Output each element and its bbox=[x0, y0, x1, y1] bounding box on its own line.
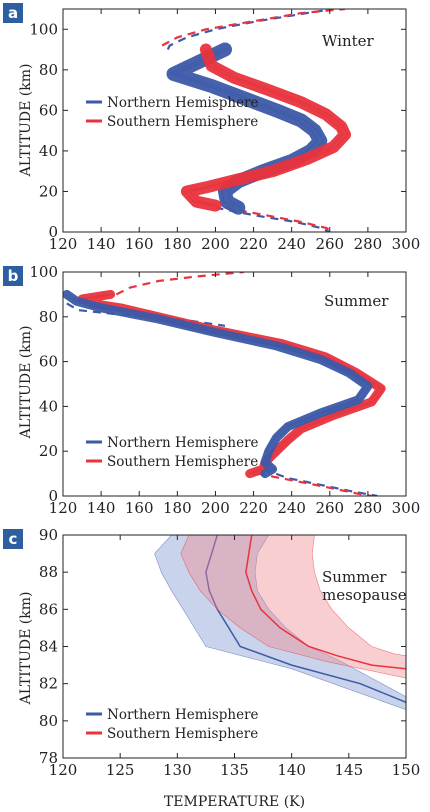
dashed-extension-south bbox=[224, 206, 335, 232]
x-axis-label: TEMPERATURE (K) bbox=[164, 794, 305, 810]
panel-c: 120 125 130 135 140 145 150 78 80 82 84 86 88 90 ALTIT… bbox=[3, 526, 420, 810]
x-tick-label: 300 bbox=[392, 499, 421, 517]
band-edge-lower-south bbox=[180, 535, 406, 679]
plot-area bbox=[161, 9, 351, 232]
y-tick-label: 40 bbox=[39, 397, 58, 415]
panel-annotation-line: Summer bbox=[322, 568, 387, 586]
profile-bundle-north bbox=[166, 42, 328, 215]
x-tick-label: 135 bbox=[220, 761, 249, 779]
x-tick-label: 260 bbox=[315, 499, 344, 517]
plot-frame bbox=[62, 271, 407, 497]
panel-letter: c bbox=[9, 530, 18, 548]
x-tick-label: 140 bbox=[87, 499, 116, 517]
y-axis-label: ALTITUDE (km) bbox=[18, 64, 34, 178]
y-tick-label: 0 bbox=[48, 223, 58, 241]
panel-b: 120 140 160 180 200 220 240 260 280 300 0 20 40 60 80 1… bbox=[3, 263, 420, 517]
legend-label-north: Northern Hemisphere bbox=[107, 95, 259, 111]
profile-bundle-south bbox=[180, 43, 351, 212]
panel-letter: b bbox=[8, 267, 19, 285]
y-tick-label: 88 bbox=[39, 563, 58, 581]
dashed-extension-north bbox=[215, 206, 331, 232]
y-tick-label: 100 bbox=[29, 263, 58, 281]
x-tick-label: 180 bbox=[163, 499, 192, 517]
band-edge-lower-north bbox=[154, 535, 406, 710]
x-tick-label: 130 bbox=[163, 761, 192, 779]
y-tick-label: 0 bbox=[48, 487, 58, 505]
legend-label-south: Southern Hemisphere bbox=[107, 726, 258, 742]
y-tick-label: 80 bbox=[39, 308, 58, 326]
x-tick-label: 160 bbox=[125, 235, 154, 253]
dashed-extension-south bbox=[115, 272, 245, 296]
y-tick-label: 78 bbox=[39, 749, 58, 767]
panel-letter: a bbox=[8, 4, 18, 22]
x-tick-label: 200 bbox=[201, 499, 230, 517]
plot-area bbox=[63, 272, 386, 496]
mean-line-south bbox=[245, 535, 406, 670]
panel-annotation-line: mesopause bbox=[322, 586, 407, 604]
x-tick-label: 120 bbox=[49, 235, 78, 253]
x-tick-label: 145 bbox=[335, 761, 364, 779]
x-tick-label: 300 bbox=[392, 235, 421, 253]
legend-label-north: Northern Hemisphere bbox=[107, 435, 259, 451]
x-tick-label: 120 bbox=[49, 499, 78, 517]
y-tick-label: 80 bbox=[39, 61, 58, 79]
profile-strand-north bbox=[68, 293, 371, 475]
panel-badge bbox=[3, 266, 23, 286]
profile-strand-north bbox=[64, 293, 367, 475]
x-tick-label: 140 bbox=[87, 235, 116, 253]
x-tick-label: 160 bbox=[125, 499, 154, 517]
y-tick-label: 100 bbox=[29, 20, 58, 38]
dashed-extension-north bbox=[262, 468, 378, 496]
y-axis-label: ALTITUDE (km) bbox=[18, 326, 34, 440]
profile-strand-south bbox=[183, 49, 343, 207]
legend-label-north: Northern Hemisphere bbox=[107, 707, 259, 723]
x-tick-label: 260 bbox=[315, 235, 344, 253]
x-tick-label: 150 bbox=[392, 761, 421, 779]
y-tick-label: 80 bbox=[39, 712, 58, 730]
panel-a: 120 140 160 180 200 220 240 260 280 300 0 20 40 60 80 1… bbox=[3, 3, 420, 253]
y-tick-label: 40 bbox=[39, 142, 58, 160]
panel-annotation: Summer bbox=[324, 292, 389, 310]
spread-band-south bbox=[180, 535, 406, 679]
y-tick-label: 60 bbox=[39, 101, 58, 119]
legend-label-south: Southern Hemisphere bbox=[107, 114, 258, 130]
x-tick-label: 180 bbox=[163, 235, 192, 253]
x-tick-label: 120 bbox=[49, 761, 78, 779]
x-tick-label: 240 bbox=[277, 235, 306, 253]
x-tick-label: 240 bbox=[277, 499, 306, 517]
dashed-extension-south bbox=[257, 472, 372, 496]
profile-strand-north bbox=[176, 49, 324, 209]
x-tick-label: 280 bbox=[354, 235, 383, 253]
band-edge-upper-south bbox=[311, 535, 406, 657]
x-tick-label: 140 bbox=[277, 761, 306, 779]
plot-area bbox=[154, 535, 406, 710]
plot-frame bbox=[62, 8, 407, 233]
dashed-extension-north bbox=[166, 9, 334, 50]
x-tick-label: 220 bbox=[239, 499, 268, 517]
y-tick-label: 20 bbox=[39, 182, 58, 200]
y-tick-label: 90 bbox=[39, 526, 58, 544]
x-tick-label: 125 bbox=[106, 761, 135, 779]
x-tick-label: 220 bbox=[239, 235, 268, 253]
legend-label-south: Southern Hemisphere bbox=[107, 454, 258, 470]
y-tick-label: 86 bbox=[39, 600, 58, 618]
band-edge-upper-north bbox=[254, 535, 406, 697]
mean-line-north bbox=[205, 535, 406, 703]
panel-badge bbox=[3, 3, 23, 23]
spread-band-north bbox=[154, 535, 406, 710]
y-tick-label: 20 bbox=[39, 442, 58, 460]
y-axis-label: ALTITUDE (km) bbox=[18, 592, 34, 706]
panel-badge bbox=[3, 529, 23, 549]
x-tick-label: 200 bbox=[201, 235, 230, 253]
profile-strand-south bbox=[188, 49, 349, 207]
y-tick-label: 82 bbox=[39, 675, 58, 693]
dashed-extension-south bbox=[161, 9, 346, 47]
x-tick-label: 280 bbox=[354, 499, 383, 517]
panel-annotation: Winter bbox=[322, 32, 375, 50]
y-tick-label: 60 bbox=[39, 353, 58, 371]
y-tick-label: 84 bbox=[39, 638, 58, 656]
